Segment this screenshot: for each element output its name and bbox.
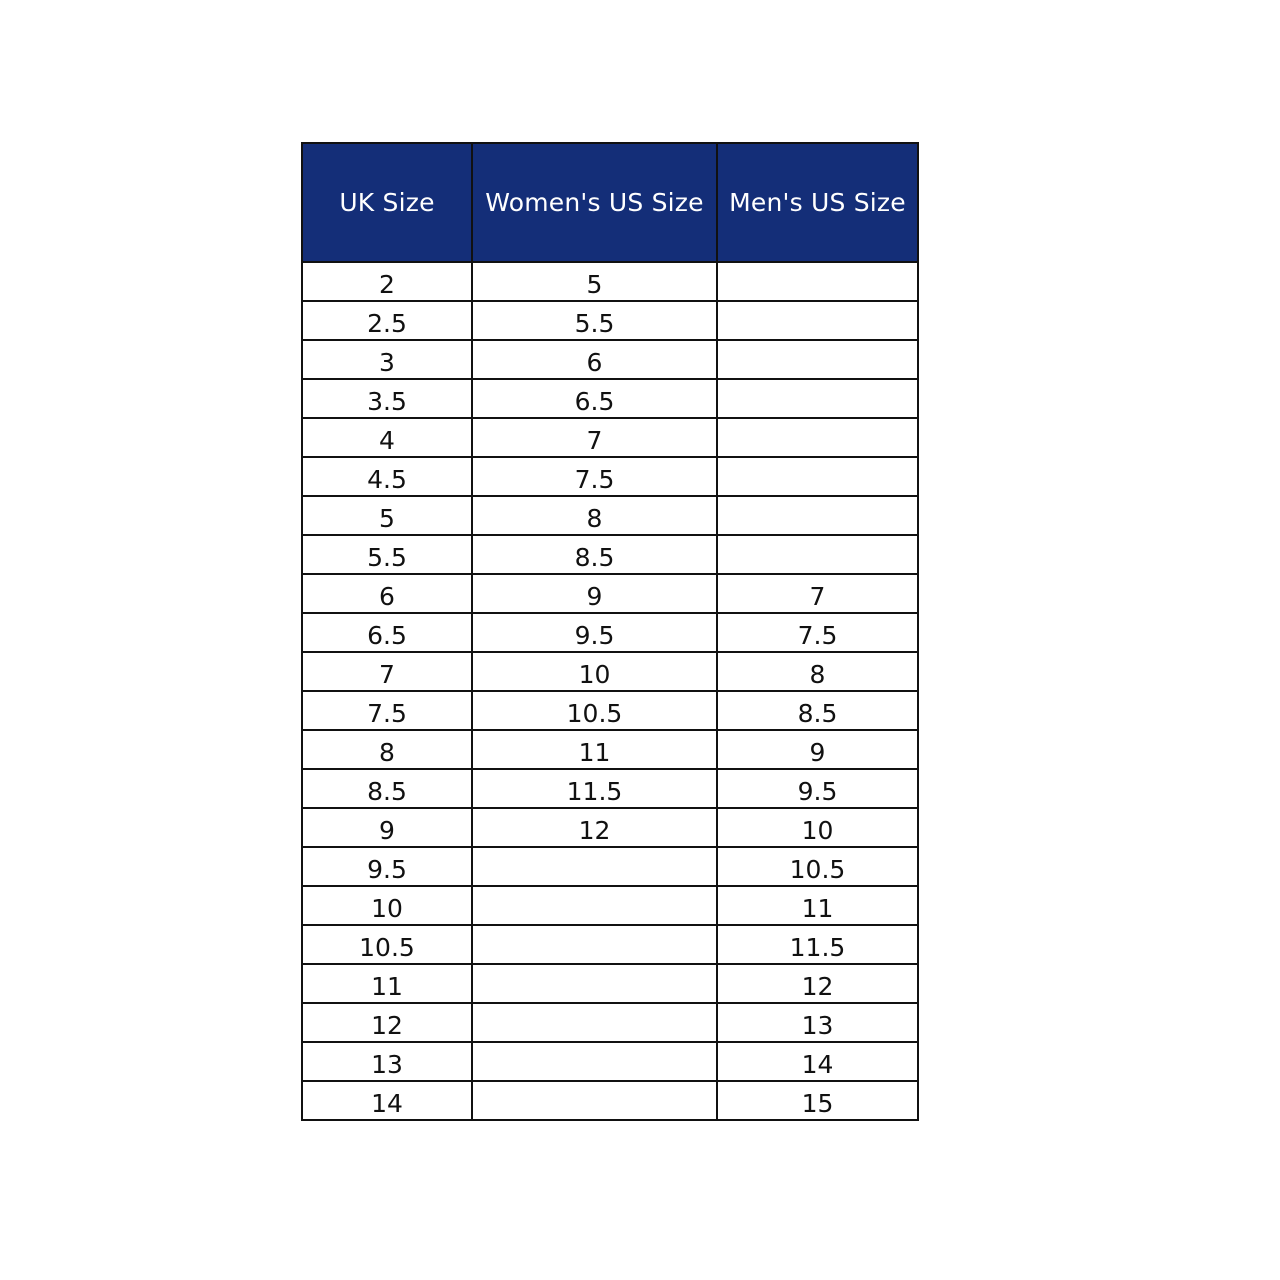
cell-womens-us-size	[471, 963, 718, 1004]
cell-mens-us-size: 9.5	[716, 768, 919, 809]
cell-uk-size: 11	[301, 963, 473, 1004]
cell-uk-size: 10.5	[301, 924, 473, 965]
table-row: 10 11	[301, 885, 919, 926]
cell-mens-us-size	[716, 378, 919, 419]
cell-uk-size: 5	[301, 495, 473, 536]
table-row: 6.5 9.5 7.5	[301, 612, 919, 653]
cell-womens-us-size	[471, 1041, 718, 1082]
table-row: 2.5 5.5	[301, 300, 919, 341]
cell-mens-us-size: 7	[716, 573, 919, 614]
table-row: 8 11 9	[301, 729, 919, 770]
cell-mens-us-size: 14	[716, 1041, 919, 1082]
cell-mens-us-size: 7.5	[716, 612, 919, 653]
cell-uk-size: 9.5	[301, 846, 473, 887]
cell-womens-us-size	[471, 846, 718, 887]
table-row: 9.5 10.5	[301, 846, 919, 887]
cell-womens-us-size: 6	[471, 339, 718, 380]
cell-mens-us-size	[716, 261, 919, 302]
cell-mens-us-size: 9	[716, 729, 919, 770]
cell-uk-size: 8	[301, 729, 473, 770]
cell-womens-us-size: 7.5	[471, 456, 718, 497]
cell-womens-us-size: 10.5	[471, 690, 718, 731]
cell-mens-us-size	[716, 417, 919, 458]
header-uk-size: UK Size	[301, 142, 473, 263]
cell-uk-size: 5.5	[301, 534, 473, 575]
table-row: 5.5 8.5	[301, 534, 919, 575]
cell-uk-size: 4	[301, 417, 473, 458]
cell-mens-us-size: 8.5	[716, 690, 919, 731]
table-row: 7.5 10.5 8.5	[301, 690, 919, 731]
cell-womens-us-size: 11	[471, 729, 718, 770]
cell-womens-us-size	[471, 885, 718, 926]
cell-mens-us-size: 12	[716, 963, 919, 1004]
cell-mens-us-size	[716, 456, 919, 497]
cell-mens-us-size	[716, 534, 919, 575]
cell-womens-us-size	[471, 1002, 718, 1043]
cell-mens-us-size: 11	[716, 885, 919, 926]
table-row: 14 15	[301, 1080, 919, 1121]
cell-mens-us-size: 10.5	[716, 846, 919, 887]
cell-womens-us-size	[471, 924, 718, 965]
cell-mens-us-size: 11.5	[716, 924, 919, 965]
cell-uk-size: 10	[301, 885, 473, 926]
cell-uk-size: 13	[301, 1041, 473, 1082]
cell-mens-us-size: 13	[716, 1002, 919, 1043]
header-mens-us-size: Men's US Size	[716, 142, 919, 263]
cell-womens-us-size: 5	[471, 261, 718, 302]
table-row: 12 13	[301, 1002, 919, 1043]
cell-uk-size: 7.5	[301, 690, 473, 731]
cell-uk-size: 7	[301, 651, 473, 692]
table-row: 4.5 7.5	[301, 456, 919, 497]
cell-uk-size: 6	[301, 573, 473, 614]
table-row: 9 12 10	[301, 807, 919, 848]
cell-uk-size: 14	[301, 1080, 473, 1121]
cell-womens-us-size: 12	[471, 807, 718, 848]
table-row: 10.5 11.5	[301, 924, 919, 965]
cell-womens-us-size: 8.5	[471, 534, 718, 575]
cell-uk-size: 3	[301, 339, 473, 380]
cell-uk-size: 12	[301, 1002, 473, 1043]
cell-womens-us-size: 7	[471, 417, 718, 458]
table-row: 11 12	[301, 963, 919, 1004]
cell-womens-us-size: 11.5	[471, 768, 718, 809]
cell-uk-size: 6.5	[301, 612, 473, 653]
cell-uk-size: 9	[301, 807, 473, 848]
header-womens-us-size: Women's US Size	[471, 142, 718, 263]
cell-mens-us-size: 15	[716, 1080, 919, 1121]
cell-uk-size: 3.5	[301, 378, 473, 419]
cell-womens-us-size: 9.5	[471, 612, 718, 653]
cell-uk-size: 4.5	[301, 456, 473, 497]
cell-womens-us-size: 5.5	[471, 300, 718, 341]
cell-womens-us-size: 10	[471, 651, 718, 692]
cell-womens-us-size	[471, 1080, 718, 1121]
cell-mens-us-size	[716, 339, 919, 380]
cell-womens-us-size: 8	[471, 495, 718, 536]
cell-uk-size: 2.5	[301, 300, 473, 341]
header-row: UK Size Women's US Size Men's US Size	[301, 142, 919, 263]
cell-mens-us-size	[716, 300, 919, 341]
cell-uk-size: 8.5	[301, 768, 473, 809]
table-row: 3.5 6.5	[301, 378, 919, 419]
cell-womens-us-size: 6.5	[471, 378, 718, 419]
cell-mens-us-size: 8	[716, 651, 919, 692]
table-row: 7 10 8	[301, 651, 919, 692]
table-row: 13 14	[301, 1041, 919, 1082]
cell-womens-us-size: 9	[471, 573, 718, 614]
cell-mens-us-size: 10	[716, 807, 919, 848]
table-row: 8.5 11.5 9.5	[301, 768, 919, 809]
cell-mens-us-size	[716, 495, 919, 536]
cell-uk-size: 2	[301, 261, 473, 302]
